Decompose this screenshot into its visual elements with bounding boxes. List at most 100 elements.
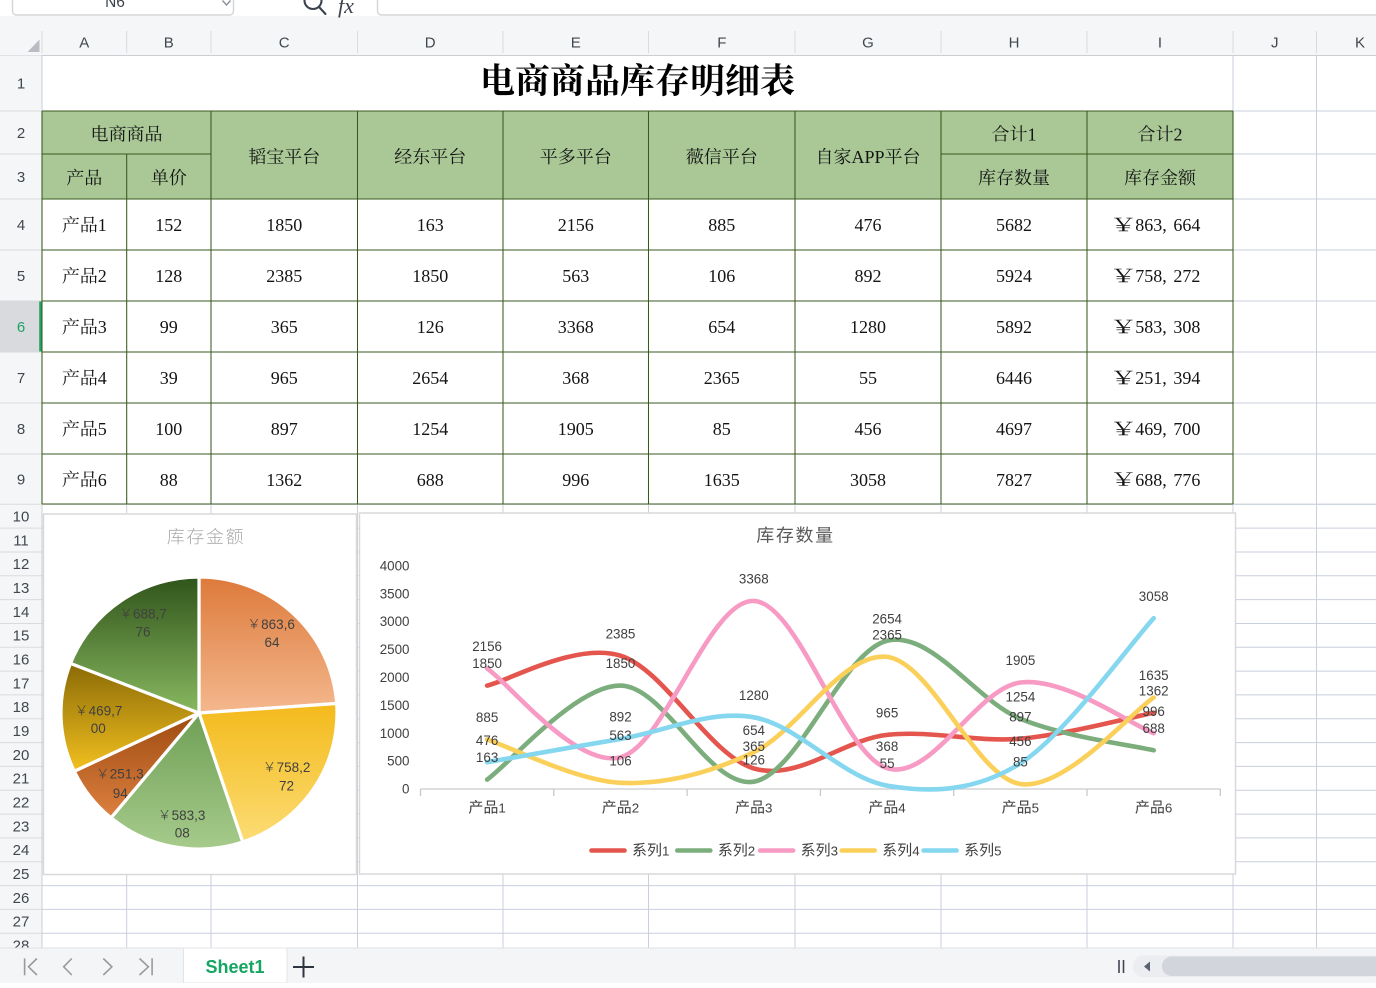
svg-text:100: 100 xyxy=(155,419,182,439)
svg-text:17: 17 xyxy=(13,675,30,692)
svg-text:2365: 2365 xyxy=(704,368,740,388)
svg-text:469,: 469, xyxy=(1135,419,1167,439)
svg-text:20: 20 xyxy=(13,747,30,764)
svg-text:6: 6 xyxy=(1165,801,1172,816)
svg-text:126: 126 xyxy=(743,752,765,767)
svg-text:7: 7 xyxy=(17,370,25,387)
svg-text:2156: 2156 xyxy=(558,215,594,235)
svg-text:4: 4 xyxy=(98,368,107,388)
svg-text:5892: 5892 xyxy=(996,317,1032,337)
svg-text:1905: 1905 xyxy=(1006,653,1036,668)
svg-text:fx: fx xyxy=(338,0,354,18)
svg-text:2365: 2365 xyxy=(872,628,902,643)
svg-text:5924: 5924 xyxy=(996,266,1032,286)
svg-text:500: 500 xyxy=(387,754,409,769)
svg-text:2654: 2654 xyxy=(872,611,902,626)
svg-text:2000: 2000 xyxy=(380,670,410,685)
svg-text:758,: 758, xyxy=(1135,266,1167,286)
svg-text:456: 456 xyxy=(1009,734,1031,749)
svg-text:6446: 6446 xyxy=(996,368,1032,388)
svg-text:19: 19 xyxy=(13,723,30,740)
svg-text:1500: 1500 xyxy=(380,698,410,713)
svg-text:0: 0 xyxy=(402,782,409,797)
svg-text:563: 563 xyxy=(562,266,589,286)
svg-text:E: E xyxy=(571,35,581,52)
svg-text:4000: 4000 xyxy=(380,559,410,574)
svg-text:55: 55 xyxy=(880,756,895,771)
svg-text:897: 897 xyxy=(1009,709,1031,724)
svg-text:583,: 583, xyxy=(1135,317,1167,337)
svg-text:7827: 7827 xyxy=(996,470,1032,490)
svg-text:1280: 1280 xyxy=(850,317,886,337)
svg-text:1362: 1362 xyxy=(266,470,302,490)
svg-text:128: 128 xyxy=(155,266,182,286)
svg-text:152: 152 xyxy=(155,215,182,235)
svg-text:12: 12 xyxy=(13,556,30,573)
svg-text:469,7: 469,7 xyxy=(89,703,123,718)
svg-text:664: 664 xyxy=(1173,215,1200,235)
svg-text:1254: 1254 xyxy=(1006,689,1036,704)
svg-text:85: 85 xyxy=(1013,755,1028,770)
svg-text:563: 563 xyxy=(609,728,631,743)
svg-text:885: 885 xyxy=(708,215,735,235)
svg-text:368: 368 xyxy=(562,368,589,388)
svg-text:16: 16 xyxy=(13,652,30,669)
svg-text:88: 88 xyxy=(160,470,178,490)
svg-text:72: 72 xyxy=(279,779,294,794)
svg-text:1905: 1905 xyxy=(558,419,594,439)
svg-text:1: 1 xyxy=(98,215,107,235)
svg-text:688: 688 xyxy=(417,470,444,490)
svg-text:863,: 863, xyxy=(1135,215,1167,235)
svg-text:08: 08 xyxy=(175,825,190,840)
svg-text:1850: 1850 xyxy=(472,656,502,671)
svg-text:365: 365 xyxy=(271,317,298,337)
svg-text:C: C xyxy=(279,35,290,52)
svg-text:26: 26 xyxy=(13,890,30,907)
svg-text:24: 24 xyxy=(13,842,30,859)
svg-text:688,: 688, xyxy=(1135,470,1167,490)
svg-text:106: 106 xyxy=(708,266,735,286)
svg-text:5: 5 xyxy=(994,843,1001,858)
svg-text:892: 892 xyxy=(609,710,631,725)
svg-text:897: 897 xyxy=(271,419,298,439)
svg-text:2: 2 xyxy=(1174,124,1183,144)
svg-text:4: 4 xyxy=(912,843,919,858)
svg-text:5682: 5682 xyxy=(996,215,1032,235)
svg-text:1: 1 xyxy=(662,843,669,858)
svg-text:583,3: 583,3 xyxy=(172,808,206,823)
svg-text:A: A xyxy=(79,35,89,52)
svg-text:2: 2 xyxy=(748,843,755,858)
svg-text:456: 456 xyxy=(855,419,882,439)
svg-text:B: B xyxy=(164,35,174,52)
svg-text:6: 6 xyxy=(98,470,107,490)
svg-text:776: 776 xyxy=(1173,470,1200,490)
svg-text:85: 85 xyxy=(713,419,731,439)
svg-text:1850: 1850 xyxy=(412,266,448,286)
svg-text:308: 308 xyxy=(1173,317,1200,337)
svg-text:251,: 251, xyxy=(1135,368,1167,388)
svg-text:1850: 1850 xyxy=(606,656,636,671)
svg-text:2385: 2385 xyxy=(606,626,636,641)
svg-text:3: 3 xyxy=(17,169,25,186)
svg-text:15: 15 xyxy=(13,628,30,645)
svg-text:I: I xyxy=(1158,35,1162,52)
svg-text:8: 8 xyxy=(17,421,25,438)
svg-text:126: 126 xyxy=(417,317,444,337)
svg-text:272: 272 xyxy=(1173,266,1200,286)
svg-text:99: 99 xyxy=(160,317,178,337)
svg-text:21: 21 xyxy=(13,771,30,788)
svg-text:965: 965 xyxy=(271,368,298,388)
svg-text:4: 4 xyxy=(898,801,905,816)
svg-text:476: 476 xyxy=(476,733,498,748)
svg-text:1362: 1362 xyxy=(1139,683,1169,698)
svg-text:2385: 2385 xyxy=(266,266,302,286)
svg-text:3: 3 xyxy=(765,801,772,816)
svg-text:3368: 3368 xyxy=(739,572,769,587)
svg-text:688,7: 688,7 xyxy=(133,606,167,621)
svg-text:394: 394 xyxy=(1173,368,1200,388)
svg-text:22: 22 xyxy=(13,795,30,812)
svg-text:688: 688 xyxy=(1143,721,1165,736)
svg-text:1850: 1850 xyxy=(266,215,302,235)
svg-text:10: 10 xyxy=(13,509,30,526)
svg-text:Sheet1: Sheet1 xyxy=(205,957,264,977)
